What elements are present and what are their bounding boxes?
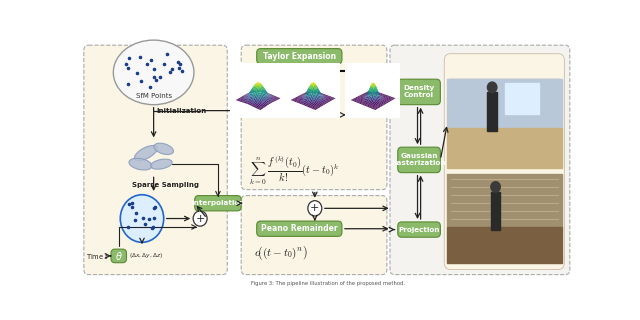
Point [127, 204, 137, 209]
Point [136, 79, 147, 84]
Point [154, 74, 164, 79]
Point [173, 60, 183, 65]
Text: Time $t$: Time $t$ [86, 251, 109, 261]
Text: +: + [310, 203, 319, 213]
Point [124, 56, 134, 61]
FancyBboxPatch shape [390, 45, 570, 275]
Text: Taylor Expansion: Taylor Expansion [263, 52, 336, 61]
FancyBboxPatch shape [444, 54, 564, 269]
Bar [505, 84, 539, 114]
Point [148, 67, 159, 72]
Point [149, 215, 159, 220]
Bar [447, 228, 562, 263]
Bar [447, 174, 562, 228]
Bar [488, 92, 497, 131]
Point [141, 61, 152, 67]
Text: Interpolation: Interpolation [191, 200, 244, 206]
Ellipse shape [154, 143, 173, 155]
Circle shape [193, 211, 207, 226]
Point [147, 226, 157, 231]
FancyBboxPatch shape [84, 45, 227, 275]
Point [124, 201, 134, 206]
Text: SfM Points: SfM Points [136, 93, 172, 99]
FancyBboxPatch shape [447, 174, 562, 263]
Point [150, 205, 160, 210]
Ellipse shape [150, 159, 172, 169]
Bar [491, 192, 500, 230]
Text: Sparse Sampling: Sparse Sampling [132, 182, 199, 188]
Circle shape [490, 181, 501, 193]
Point [165, 69, 175, 75]
FancyBboxPatch shape [397, 147, 440, 173]
Point [159, 62, 170, 67]
Ellipse shape [129, 158, 152, 170]
Point [135, 55, 145, 60]
Text: $o\!\left((t-t_0)^n\right)$: $o\!\left((t-t_0)^n\right)$ [254, 244, 308, 261]
Point [132, 70, 142, 76]
Text: Density
Control: Density Control [403, 85, 435, 99]
FancyBboxPatch shape [241, 45, 387, 190]
Point [124, 66, 134, 71]
Text: $\sum_{k=0}^{n}\ \dfrac{f^{(k)}(t_0)}{k!}(t-t_0)^k$: $\sum_{k=0}^{n}\ \dfrac{f^{(k)}(t_0)}{k!… [249, 153, 340, 187]
Point [177, 68, 187, 73]
Point [140, 221, 150, 226]
Text: Initialization: Initialization [157, 108, 207, 114]
Ellipse shape [134, 146, 157, 161]
Text: Projection: Projection [398, 227, 440, 233]
Point [162, 52, 172, 57]
Point [143, 217, 154, 222]
Text: Figure 3: The pipeline illustration of the proposed method.: Figure 3: The pipeline illustration of t… [251, 281, 405, 286]
Text: Peano Remainder: Peano Remainder [261, 224, 338, 233]
FancyBboxPatch shape [397, 79, 440, 105]
Point [124, 224, 134, 229]
Point [138, 215, 148, 220]
Point [131, 210, 141, 215]
Bar [447, 79, 562, 128]
FancyBboxPatch shape [257, 49, 342, 64]
Text: Gaussian
Rasterization: Gaussian Rasterization [392, 153, 446, 166]
Text: $(\Delta x, \Delta y, \Delta z)$: $(\Delta x, \Delta y, \Delta z)$ [129, 252, 163, 260]
FancyBboxPatch shape [257, 221, 342, 236]
Point [148, 224, 158, 229]
Text: $\theta$: $\theta$ [115, 250, 123, 262]
Point [175, 62, 185, 67]
FancyBboxPatch shape [447, 79, 562, 168]
Point [174, 65, 184, 70]
Circle shape [486, 81, 497, 93]
Ellipse shape [113, 40, 194, 105]
FancyBboxPatch shape [397, 222, 440, 237]
Point [127, 201, 138, 206]
Text: $t$: $t$ [381, 63, 387, 75]
FancyBboxPatch shape [241, 196, 387, 275]
Point [131, 218, 141, 223]
Point [123, 82, 133, 87]
Point [148, 75, 159, 80]
FancyBboxPatch shape [111, 249, 127, 263]
Circle shape [308, 201, 322, 216]
Point [145, 85, 155, 90]
Point [146, 58, 156, 63]
Point [148, 205, 159, 211]
Bar [447, 128, 562, 168]
FancyBboxPatch shape [195, 196, 241, 211]
Point [166, 66, 177, 71]
Circle shape [120, 195, 164, 242]
Point [151, 78, 161, 83]
Point [120, 61, 131, 66]
Text: +: + [195, 213, 205, 224]
